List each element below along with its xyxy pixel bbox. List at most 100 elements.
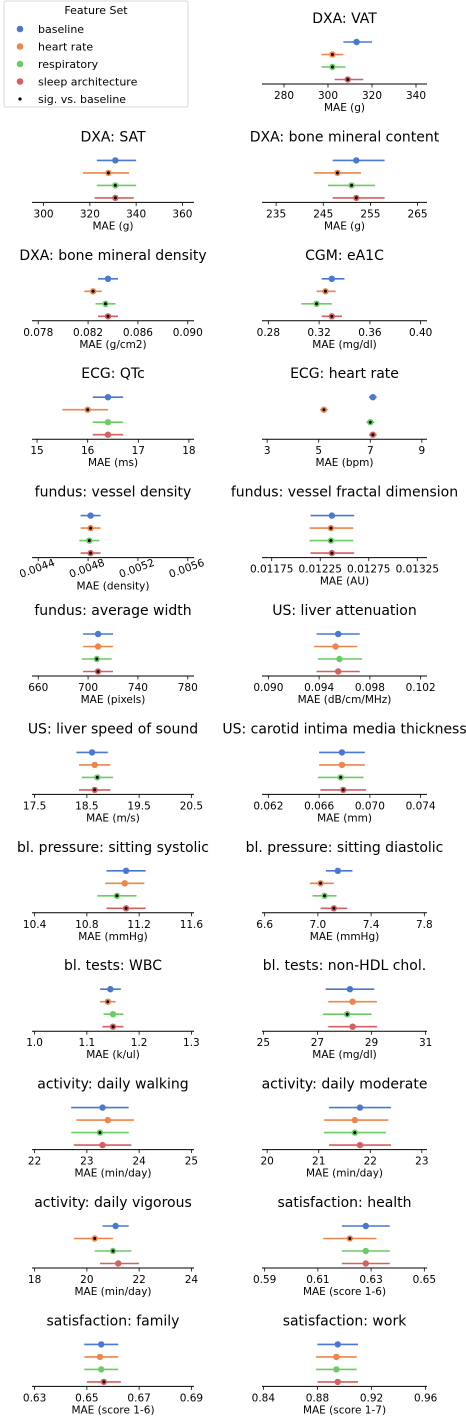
point-baseline: [353, 38, 360, 46]
legend-label-heart-rate: heart rate: [38, 41, 93, 54]
x-tick-label: 0.67: [127, 1392, 150, 1404]
x-tick-label: 22: [364, 1156, 377, 1168]
x-tick-label: 340: [406, 90, 426, 102]
x-tick-label: 20.5: [180, 800, 203, 812]
sig-marker: [332, 906, 336, 910]
x-tick-label: 11.6: [180, 919, 204, 931]
panel-bl-pressure-sitting-diastolic: bl. pressure: sitting diastolic 6.6 7.0 7.4…: [246, 840, 444, 943]
panel-title: activity: daily moderate: [262, 1077, 428, 1093]
panel-title: activity: daily walking: [37, 1077, 188, 1093]
x-tick-label: 0.61: [306, 1274, 329, 1286]
x-tick-label: 6.6: [256, 919, 273, 931]
x-tick-label: 0.63: [359, 1274, 382, 1286]
panel-satisfaction-family: satisfaction: family 0.63 0.65 0.67 0.69 MAE …: [23, 1313, 203, 1416]
x-axis-label: MAE (g): [324, 102, 365, 114]
point-sleep-architecture: [334, 668, 342, 675]
x-tick-label: 0.0044: [18, 557, 57, 581]
x-tick-label: 0.070: [355, 800, 385, 812]
legend-marker-sig-vs-baseline: [18, 97, 22, 101]
panel-activity-daily-walking: activity: daily walking 22 23 24 25 MAE (min/…: [28, 1077, 198, 1180]
panel-title: fundus: vessel density: [35, 485, 192, 501]
x-tick-label: 19.5: [127, 800, 150, 812]
x-tick-label: 780: [178, 682, 198, 694]
point-heart-rate: [94, 643, 102, 650]
point-baseline: [338, 749, 346, 756]
x-tick-label: 320: [80, 208, 100, 220]
x-axis-label: MAE (mg/dl): [312, 339, 376, 351]
sig-marker: [330, 53, 334, 56]
point-baseline: [346, 986, 354, 993]
point-baseline: [328, 275, 336, 282]
panel-title: activity: daily vigorous: [34, 1195, 192, 1211]
point-baseline: [334, 630, 342, 638]
x-axis-label: MAE (min/day): [74, 1286, 151, 1298]
x-axis-label: MAE (score 1-6): [71, 1404, 154, 1416]
x-axis-label: MAE (pixels): [81, 694, 146, 706]
x-tick-label: 0.84: [252, 1392, 276, 1404]
point-respiratory: [362, 1247, 369, 1255]
panel-fundus-vessel-fractal-dimension: fundus: vessel fractal dimension 0.01175 0…: [231, 485, 458, 588]
panel-fundus-average-width: fundus: average width 660 700 740 780 MAE (pi…: [28, 603, 198, 706]
panel-title: US: carotid intima media thickness: [222, 721, 466, 737]
sig-marker: [102, 1380, 106, 1384]
panel-ecg-heart-rate: ECG: heart rate 3 5 7 9 MAE (bpm): [262, 366, 427, 469]
sig-marker: [323, 894, 327, 898]
x-axis-label: MAE (mmHg): [78, 931, 147, 943]
sig-marker: [106, 314, 110, 318]
sig-marker: [124, 906, 128, 910]
panel-title: satisfaction: health: [277, 1195, 411, 1211]
x-tick-label: 10.8: [75, 919, 98, 931]
point-heart-rate: [104, 1116, 111, 1124]
x-tick-label: 0.69: [180, 1392, 203, 1404]
x-axis-label: MAE (score 1-6): [303, 1286, 386, 1298]
panel-activity-daily-vigorous: activity: daily vigorous 18 20 22 24 MAE (min…: [28, 1195, 198, 1298]
x-tick-label: 740: [128, 682, 148, 694]
legend-marker-respiratory: [16, 60, 24, 68]
x-tick-label: 1.1: [79, 1037, 96, 1049]
x-tick-label: 0.36: [358, 327, 382, 339]
sig-marker: [371, 433, 375, 437]
panel-bl-tests-wbc: bl. tests: WBC 1.0 1.1 1.2 1.3 MAE (k/ul): [26, 958, 199, 1061]
sig-marker: [330, 314, 334, 318]
x-tick-label: 0.090: [173, 327, 203, 339]
x-axis-label: MAE (AU): [320, 576, 369, 588]
x-tick-label: 0.65: [413, 1274, 436, 1286]
x-axis-label: MAE (k/ul): [86, 1049, 140, 1061]
sig-marker: [323, 289, 327, 293]
x-tick-label: 0.062: [253, 800, 283, 812]
sig-marker: [346, 78, 350, 81]
panel-title: US: liver speed of sound: [28, 721, 198, 737]
panel-title: satisfaction: family: [47, 1313, 180, 1329]
sig-marker: [106, 171, 110, 175]
sig-marker: [113, 183, 117, 187]
sig-marker: [95, 775, 99, 779]
x-tick-label: 22: [132, 1274, 145, 1286]
panel-title: satisfaction: work: [283, 1313, 408, 1329]
panel-us-carotid-intima-media-thickness: US: carotid intima media thickness 0.062 0…: [222, 721, 466, 824]
legend-title: Feature Set: [64, 4, 128, 17]
x-tick-label: 5: [315, 445, 322, 457]
x-tick-label: 0.32: [307, 327, 330, 339]
sig-marker: [113, 196, 117, 200]
point-baseline: [112, 157, 119, 164]
point-baseline: [98, 1341, 105, 1348]
x-tick-label: 1.3: [183, 1037, 200, 1049]
panel-title: DXA: bone mineral density: [19, 248, 206, 264]
x-tick-label: 18.5: [75, 800, 98, 812]
x-tick-label: 23: [415, 1156, 428, 1168]
panel-dxa-vat: DXA: VAT 280 300 320 340 MAE (g): [262, 11, 427, 114]
legend-frame: [3, 0, 189, 108]
point-baseline: [87, 512, 94, 519]
x-tick-label: 25: [185, 1156, 198, 1168]
sig-marker: [91, 289, 95, 293]
sig-marker: [353, 1131, 357, 1135]
x-tick-label: 7.4: [363, 919, 380, 931]
x-axis-label: MAE (mmHg): [310, 931, 379, 943]
x-tick-label: 0.01325: [396, 564, 439, 576]
point-baseline: [99, 1104, 106, 1111]
x-tick-label: 25: [257, 1037, 270, 1049]
x-axis-label: MAE (g): [324, 220, 365, 232]
x-tick-label: 18: [28, 1274, 41, 1286]
panel-title: bl. pressure: sitting diastolic: [246, 840, 444, 856]
